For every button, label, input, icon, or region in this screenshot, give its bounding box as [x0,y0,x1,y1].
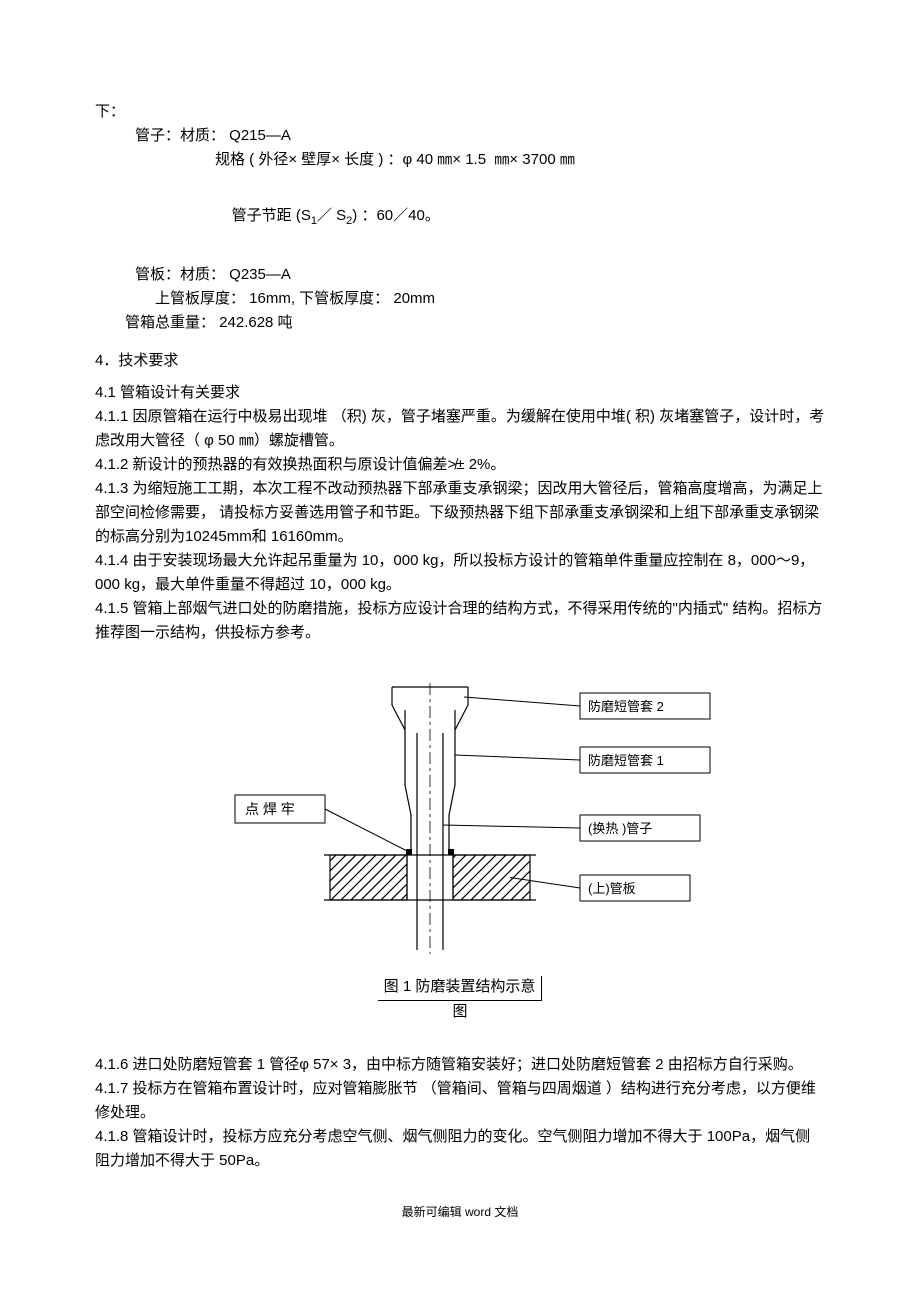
text-continuation: 下： [95,100,825,124]
svg-text:防磨短管套 2: 防磨短管套 2 [588,699,664,714]
page-footer: 最新可编辑 word 文档 [95,1203,825,1220]
para-4-1-1: 4.1.1 因原管箱在运行中极易出现堆 （积) 灰，管子堵塞严重。为缓解在使用中… [95,405,825,453]
total-weight: 管箱总重量： 242.628 吨 [95,311,825,335]
tube-material: 管子：材质： Q215—A [95,124,825,148]
tube-spec: 规格 ( 外径× 壁厚× 长度 ) ：φ 40 ㎜× 1.5 ㎜× 3700 ㎜ [95,148,825,172]
para-4-1-3: 4.1.3 为缩短施工工期，本次工程不改动预热器下部承重支承钢梁；因改用大管径后… [95,477,825,549]
figure-1: 防磨短管套 2 防磨短管套 1 (换热 )管子 (上)管板 点 焊 牢 图 1 防磨装置… [180,675,740,1023]
plate-material: 管板：材质： Q235—A [95,263,825,287]
figure-caption-line1: 图 1 防磨装置结构示意 [378,976,543,1001]
section-4-1: 4.1 管箱设计有关要求 [95,381,825,405]
svg-text:(换热 )管子: (换热 )管子 [588,821,652,836]
tube-pitch-c: ／ S [317,207,346,224]
plate-thickness: 上管板厚度： 16mm, 下管板厚度： 20mm [95,287,825,311]
tube-pitch-e: ) ：60／40。 [352,207,440,224]
svg-text:(上)管板: (上)管板 [588,881,636,896]
section-4: 4．技术要求 [95,347,825,375]
anti-wear-diagram: 防磨短管套 2 防磨短管套 1 (换热 )管子 (上)管板 点 焊 牢 [180,675,740,965]
para-4-1-6: 4.1.6 进口处防磨短管套 1 管径φ 57× 3，由中标方随管箱安装好；进口… [95,1053,825,1077]
para-4-1-8: 4.1.8 管箱设计时，投标方应充分考虑空气侧、烟气侧阻力的变化。空气侧阻力增加… [95,1125,825,1173]
tube-pitch: 管子节距 (S1／ S2) ：60／40。 [95,180,825,257]
para-4-1-4: 4.1.4 由于安装现场最大允许起吊重量为 10，000 kg，所以投标方设计的… [95,549,825,597]
tube-pitch-a: 管子节距 (S [232,207,311,224]
figure-caption-line2: 图 [452,1003,467,1020]
document-page: 下： 管子：材质： Q215—A 规格 ( 外径× 壁厚× 长度 ) ：φ 40… [0,0,920,1303]
svg-text:防磨短管套 1: 防磨短管套 1 [588,753,664,768]
figure-caption: 图 1 防磨装置结构示意 图 [180,976,740,1023]
para-4-1-5: 4.1.5 管箱上部烟气进口处的防磨措施，投标方应设计合理的结构方式，不得采用传… [95,597,825,645]
para-4-1-2: 4.1.2 新设计的预热器的有效换热面积与原设计值偏差≯± 2%。 [95,453,825,477]
svg-text:点 焊 牢: 点 焊 牢 [245,801,295,817]
para-4-1-7: 4.1.7 投标方在管箱布置设计时，应对管箱膨胀节 （管箱间、管箱与四周烟道 ）… [95,1077,825,1125]
